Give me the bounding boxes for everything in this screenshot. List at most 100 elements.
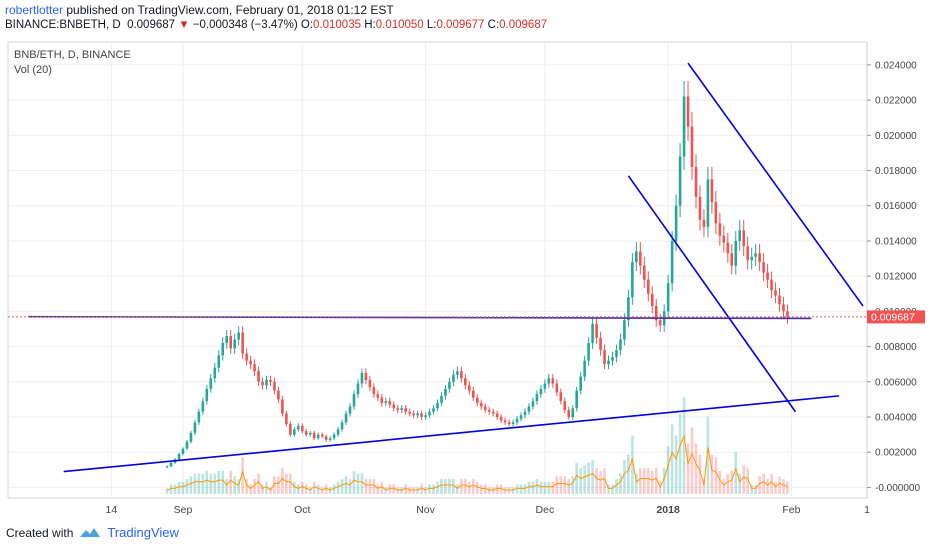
candle-body <box>297 425 300 430</box>
last-price: 0.009687 <box>127 19 176 31</box>
candle-body <box>293 429 296 435</box>
candle-body <box>225 336 229 344</box>
candle-body <box>468 385 471 391</box>
footer: Created with TradingView <box>6 525 179 540</box>
x-axis: 14 Sep Oct Nov Dec 2018 Feb 1 <box>106 504 871 516</box>
y-tick-label: 0.022000 <box>875 96 917 107</box>
volume-legend: Vol (20) <box>14 64 52 76</box>
publish-header: robertlotter published on TradingView.co… <box>5 3 394 17</box>
candle-body <box>308 432 312 435</box>
candle-body <box>483 406 487 410</box>
volume-bar <box>416 487 419 494</box>
candle-body <box>654 306 658 321</box>
candle-body <box>201 401 205 412</box>
y-axis: 0.024000 0.022000 0.020000 0.018000 0.016000… <box>867 60 920 494</box>
volume-bar <box>269 487 272 494</box>
candle-body <box>316 434 320 439</box>
volume-bar <box>340 479 344 494</box>
volume-bar <box>611 484 614 494</box>
volume-bar <box>479 484 483 494</box>
y-tick-label: 0.014000 <box>875 236 917 247</box>
volume-bar <box>185 479 189 494</box>
volume-bar <box>304 484 308 494</box>
candle-body <box>523 411 527 416</box>
volume-bar <box>297 484 300 494</box>
candle-body <box>623 320 626 340</box>
volume-bar <box>543 481 547 494</box>
candle-body <box>702 219 706 227</box>
volume-bar <box>674 435 678 494</box>
volume-bar <box>563 476 567 494</box>
created-with-text: Created with <box>6 525 74 540</box>
candle-body <box>670 240 674 284</box>
candle-body <box>591 323 594 344</box>
trend-line <box>627 175 797 413</box>
candle-body <box>734 240 738 266</box>
candle-body <box>169 462 173 467</box>
published-text: published on TradingView.com, February 0… <box>66 3 394 17</box>
volume-bar <box>650 470 654 494</box>
candle-body <box>376 394 380 398</box>
volume-bar <box>225 479 229 494</box>
candle-body <box>428 411 431 416</box>
volume-bar <box>746 468 749 494</box>
volume-bar <box>177 481 181 494</box>
volume-bar <box>388 484 392 494</box>
candle-body <box>718 223 722 236</box>
chart-symbol-legend: BNB/ETH, D, BINANCE <box>14 49 131 61</box>
last-price-tag: 0.009687 <box>867 310 925 324</box>
candle-body <box>424 415 427 418</box>
close-label: C: <box>487 19 500 31</box>
candle-body <box>694 167 698 197</box>
price-change: −0.000348 (−3.47%) <box>192 19 298 31</box>
volume-bar <box>547 481 551 494</box>
volume-bar <box>706 416 710 494</box>
volume-bar <box>678 413 682 494</box>
volume-bar <box>376 484 380 494</box>
candle-body <box>706 179 710 227</box>
candle-body <box>595 323 598 338</box>
candle-body <box>360 372 364 384</box>
candle-body <box>587 343 590 361</box>
candle-body <box>197 411 201 423</box>
candle-body <box>460 371 463 379</box>
volume-bar <box>253 479 256 494</box>
candle-body <box>762 262 765 273</box>
high-value: 0.010050 <box>375 19 424 31</box>
volume-bar <box>471 479 475 494</box>
candle-body <box>432 408 435 412</box>
x-tick-label: Sep <box>174 504 193 516</box>
volume-bar <box>428 484 431 494</box>
candle-body <box>650 293 654 307</box>
volume-bar <box>654 468 658 494</box>
y-tick-label: 0.016000 <box>875 201 917 212</box>
candle-body <box>710 179 714 203</box>
price-chart[interactable]: 0.024000 0.022000 0.020000 0.018000 0.016000… <box>0 40 932 518</box>
candle-body <box>786 311 789 317</box>
trend-lines[interactable] <box>27 62 864 473</box>
author-link[interactable]: robertlotter <box>5 3 64 17</box>
candle-body <box>304 431 308 435</box>
candle-body <box>738 230 742 241</box>
volume-bar <box>261 484 264 494</box>
candle-body <box>348 406 352 414</box>
volume-bar <box>289 473 292 494</box>
volume-bar <box>539 481 543 494</box>
volume-bar <box>273 476 276 494</box>
candle-body <box>253 364 256 372</box>
volume-bar <box>408 487 411 494</box>
down-arrow-icon: ▼ <box>178 19 190 31</box>
candle-body <box>658 320 662 326</box>
volume-bar <box>245 479 248 494</box>
volume-bar <box>237 479 240 494</box>
volume-bar <box>535 479 539 494</box>
volume-bar <box>320 487 324 494</box>
candle-body <box>408 411 411 414</box>
tradingview-brand[interactable]: TradingView <box>107 525 179 540</box>
volume-bar <box>257 473 260 494</box>
candle-body <box>340 422 344 430</box>
volume-bar <box>380 481 384 494</box>
volume-bar <box>758 476 761 494</box>
y-tick-label: -0.000000 <box>875 483 920 494</box>
volume-bar <box>368 479 372 494</box>
